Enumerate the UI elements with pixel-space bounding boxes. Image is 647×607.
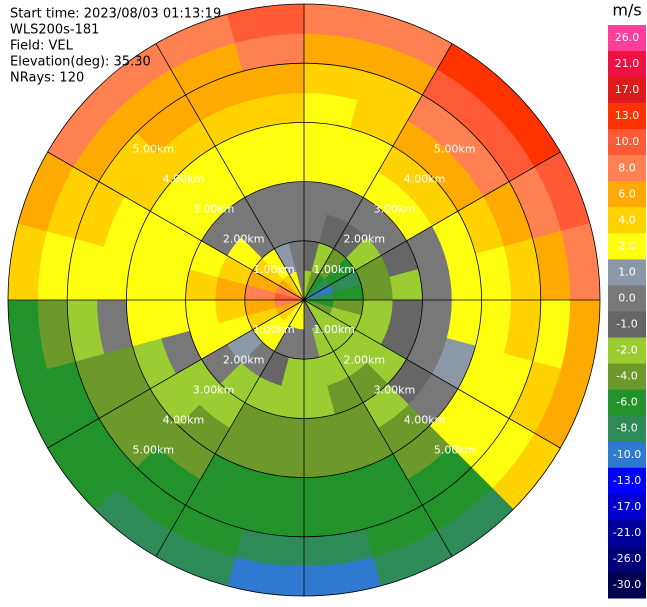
colorbar-swatch [608, 259, 646, 286]
spoke [155, 43, 453, 557]
sector [446, 253, 482, 301]
colorbar-swatch [608, 25, 646, 52]
colorbar-swatch [608, 571, 646, 599]
colorbar-swatch [608, 363, 646, 391]
header-line: Field: VEL [10, 39, 74, 54]
range-ring-label: 5.00km [434, 142, 476, 155]
colorbar-swatch [608, 545, 646, 573]
colorbar-label: 21.0 [615, 57, 640, 70]
colorbar-swatch [608, 103, 646, 130]
range-ring-label: 4.00km [404, 414, 446, 427]
range-ring-label: 2.00km [223, 233, 265, 246]
range-ring-label: 2.00km [343, 353, 385, 366]
range-ring-label: 1.00km [313, 323, 355, 336]
range-ring [244, 240, 364, 360]
sector [126, 253, 162, 301]
colorbar-label: 2.0 [618, 239, 636, 252]
colorbar-label: -10.0 [613, 448, 641, 461]
colorbar-label: -1.0 [616, 318, 637, 331]
range-ring [66, 62, 542, 538]
colorbar-label: -4.0 [616, 370, 637, 383]
colorbar-label: 17.0 [615, 83, 640, 96]
sector [257, 122, 305, 158]
sector [303, 442, 351, 478]
colorbar-label: -6.0 [616, 396, 637, 409]
colorbar-swatch [608, 389, 646, 417]
range-ring [7, 3, 601, 597]
colorbar-swatch [608, 311, 646, 339]
range-ring-label: 1.00km [253, 263, 295, 276]
range-ring [185, 181, 423, 419]
colorbar-swatch [608, 129, 646, 156]
colorbar-swatch [608, 207, 646, 234]
colorbar-swatch [608, 441, 646, 469]
colorbar-swatch [608, 77, 646, 104]
colorbar-label: -17.0 [613, 500, 641, 513]
range-ring-label: 3.00km [374, 203, 416, 216]
sector [257, 442, 305, 478]
header-line: Start time: 2023/08/03 01:13:19 [10, 7, 221, 22]
colorbar-label: -13.0 [613, 474, 641, 487]
header-line: WLS200s-181 [10, 23, 99, 38]
range-ring-label: 4.00km [163, 172, 205, 185]
range-ring-label: 2.00km [343, 233, 385, 246]
range-ring-label: 3.00km [193, 383, 235, 396]
range-ring-label: 5.00km [133, 444, 175, 457]
colorbar-label: 4.0 [618, 213, 636, 226]
colorbar-label: 13.0 [615, 109, 640, 122]
header-line: Elevation(deg): 35.30 [10, 55, 151, 70]
sector [446, 299, 482, 347]
colorbar-label: -8.0 [616, 422, 637, 435]
colorbar-swatch [608, 155, 646, 182]
range-ring-label: 1.00km [253, 323, 295, 336]
range-ring-label: 5.00km [133, 142, 175, 155]
colorbar-label: 6.0 [618, 187, 636, 200]
colorbar-label: 1.0 [618, 265, 636, 278]
colorbar-swatch [608, 285, 646, 312]
sector [126, 299, 162, 347]
range-ring-label: 4.00km [163, 414, 205, 427]
sectors [7, 3, 601, 597]
range-ring-label: 5.00km [434, 444, 476, 457]
colorbar-swatch [608, 519, 646, 547]
colorbar-label: 10.0 [615, 135, 640, 148]
colorbar-swatch [608, 467, 646, 495]
colorbar-label: -26.0 [613, 552, 641, 565]
range-ring-label: 1.00km [313, 263, 355, 276]
colorbar-swatch [608, 337, 646, 365]
colorbar-swatch [608, 51, 646, 78]
range-ring-label: 4.00km [404, 172, 446, 185]
colorbar-label: -2.0 [616, 344, 637, 357]
range-ring-label: 3.00km [374, 383, 416, 396]
header-line: NRays: 120 [10, 71, 84, 86]
colorbar-unit: m/s [612, 1, 641, 20]
colorbar-label: -21.0 [613, 526, 641, 539]
colorbar-label: 26.0 [615, 31, 640, 44]
colorbar-label: 8.0 [618, 161, 636, 174]
range-ring-label: 2.00km [223, 353, 265, 366]
colorbar-swatch [608, 493, 646, 521]
colorbar-swatch [608, 233, 646, 260]
colorbar-swatch [608, 415, 646, 443]
colorbar-label: 0.0 [618, 291, 636, 304]
colorbar-swatch [608, 181, 646, 208]
colorbar-label: -30.0 [613, 578, 641, 591]
range-ring-label: 3.00km [193, 203, 235, 216]
range-ring [125, 121, 483, 479]
overlay: 1.00km 1.00km 1.00km 1.00km 2.00km 2.00km 2.00… [7, 3, 601, 597]
sector [303, 122, 351, 158]
